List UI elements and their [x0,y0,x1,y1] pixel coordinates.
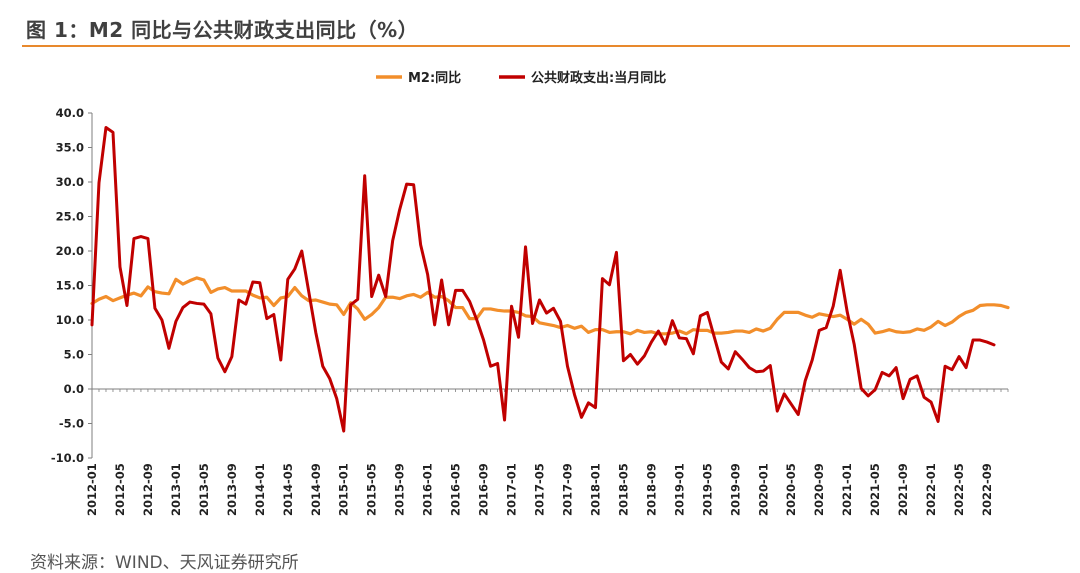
legend-label-fiscal: 公共财政支出:当月同比 [531,70,666,86]
x-tick-label: 2015-05 [365,463,379,516]
x-tick-label: 2014-01 [253,463,267,516]
x-tick-label: 2018-05 [616,463,630,516]
source-note: 资料来源：WIND、天风证券研究所 [30,553,299,573]
x-tick-label: 2014-05 [281,463,295,516]
x-tick-label: 2017-05 [533,463,547,516]
x-tick-label: 2018-09 [644,463,658,516]
x-tick-label: 2020-01 [756,463,770,516]
legend: M2:同比 公共财政支出:当月同比 [376,70,666,86]
x-tick-label: 2022-05 [952,463,966,516]
y-tick-label: 40.0 [56,106,84,120]
x-tick-label: 2014-09 [309,463,323,516]
y-tick-label: 5.0 [64,348,84,362]
y-tick-label: 25.0 [56,210,84,224]
x-tick-label: 2012-05 [113,463,127,516]
x-tick-label: 2022-09 [980,463,994,516]
x-tick-label: 2019-09 [728,463,742,516]
y-tick-label: 30.0 [56,175,84,189]
chart: M2:同比 公共财政支出:当月同比 40.0 35.0 30.0 25.0 20.0 15… [51,70,1010,516]
series-line-fiscal [90,125,996,433]
x-tick-label: 2021-05 [868,463,882,516]
y-tick-label: -5.0 [59,417,84,431]
y-axis: 40.0 35.0 30.0 25.0 20.0 15.0 10.0 5.0 0.0 -5.0 -1… [51,106,93,465]
x-tick-label: 2020-09 [812,463,826,516]
y-tick-label: 0.0 [64,382,84,396]
legend-label-m2: M2:同比 [408,70,461,86]
x-tick-label: 2017-01 [505,463,519,516]
x-tick-label: 2015-01 [337,463,351,516]
y-tick-label: -10.0 [51,451,84,465]
x-tick-label: 2021-09 [896,463,910,516]
y-tick-label: 15.0 [56,279,84,293]
y-tick-label: 35.0 [56,141,84,155]
x-tick-label: 2012-01 [85,463,99,516]
x-tick-label: 2020-05 [784,463,798,516]
title-divider [22,45,1070,47]
x-tick-label: 2017-09 [560,463,574,516]
x-tick-label: 2022-01 [924,463,938,516]
figure-title: 图 1：M2 同比与公共财政支出同比（%） [26,18,419,42]
x-tick-label: 2019-01 [672,463,686,516]
x-tick-label: 2013-01 [169,463,183,516]
x-axis: 2012-01 2012-05 2012-09 2013-01 2013-05 2013-… [85,388,1009,516]
x-tick-label: 2016-05 [449,463,463,516]
x-tick-label: 2012-09 [141,463,155,516]
x-tick-label: 2018-01 [588,463,602,516]
x-tick-label: 2019-05 [700,463,714,516]
x-tick-label: 2016-01 [421,463,435,516]
series-line-m2 [90,276,1010,336]
x-tick-label: 2021-01 [840,463,854,516]
x-tick-label: 2013-05 [197,463,211,516]
plot-lines [90,125,1010,433]
y-tick-label: 20.0 [56,244,84,258]
x-tick-label: 2013-09 [225,463,239,516]
x-tick-label: 2016-09 [477,463,491,516]
y-tick-label: 10.0 [56,313,84,327]
x-tick-label: 2015-09 [393,463,407,516]
